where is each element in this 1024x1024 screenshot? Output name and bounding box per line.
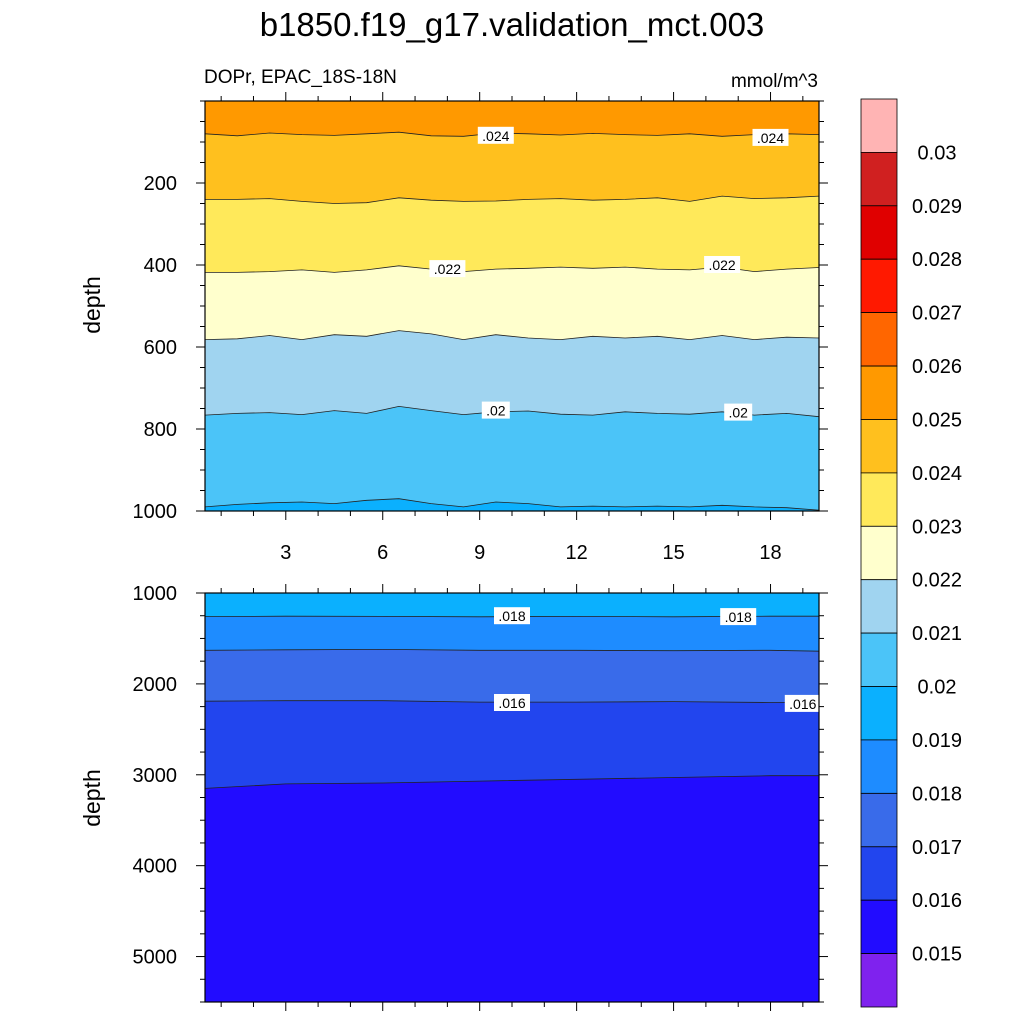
colorbar-swatch [860,365,898,420]
colorbar-label: 0.028 [912,249,962,271]
lower-contour-label-bg [720,608,757,626]
upper-contour-line [204,405,820,418]
upper-contour-line [204,498,820,511]
colorbar-label: 0.02 [918,677,957,699]
colorbar-swatch [860,472,898,527]
lower-y-tick-label: 1000 [133,583,178,605]
colorbar-label: 0.015 [912,944,962,966]
colorbar-swatch [860,419,898,474]
upper-contour-label: .022 [708,257,735,273]
upper-contour-line [204,330,820,341]
lower-contour-label: .016 [789,696,816,712]
upper-contour-label-bg [481,401,510,419]
colorbar-label: 0.027 [912,303,962,325]
lower-contour-line [204,648,820,652]
colorbar-label: 0.016 [912,890,962,912]
colorbar-label: 0.03 [918,142,957,164]
colorbar-swatch [860,739,898,794]
upper-band-5 [205,406,819,511]
upper-y-axis-label: depth [79,276,105,334]
lower-contour-label-bg [494,694,530,711]
upper-contour-label: .02 [728,405,748,421]
colorbar-label: 0.017 [912,837,962,859]
upper-x-tick-label: 15 [662,542,684,564]
lower-contour-line [204,775,819,789]
colorbar-swatch [860,312,898,367]
chart-title: b1850.f19_g17.validation_mct.003 [260,6,765,43]
lower-contour-label-bg [494,607,530,625]
lower-y-tick-label: 2000 [133,674,178,696]
colorbar-label: 0.023 [912,516,962,538]
upper-contour-label-bg [477,126,514,144]
upper-y-tick-label: 200 [144,173,177,195]
upper-contour-line [205,195,820,204]
upper-band-6 [205,498,819,511]
lower-band-4 [205,775,819,1002]
colorbar-label: 0.024 [912,463,962,485]
colorbar-label: 0.022 [912,570,962,592]
lower-band-2 [205,649,819,703]
upper-y-tick-label: 400 [144,255,177,277]
upper-x-tick-label: 18 [759,542,781,564]
colorbar-label: 0.019 [912,730,962,752]
lower-band-0 [205,593,819,617]
colorbar-swatch [860,953,898,1008]
upper-contour-label-bg [752,128,789,146]
colorbar-label: 0.021 [912,623,962,645]
colorbar-label: 0.026 [912,356,962,378]
upper-x-tick-label: 6 [377,542,388,564]
upper-contour-label-bg [724,403,753,421]
upper-band-1 [205,132,819,204]
colorbar-label: 0.018 [912,783,962,805]
colorbar-swatch [860,793,898,848]
lower-y-tick-label: 4000 [133,856,178,878]
upper-y-tick-label: 1000 [133,501,178,523]
colorbar-swatch [860,579,898,634]
lower-panel: .018 .018 .016 .016 1000 2000 3000 4000 5000 [133,583,828,1011]
colorbar: 0.015 0.016 0.017 0.018 0.019 0.02 0.021 0.022 0… [860,98,962,1008]
colorbar-swatch [860,899,898,955]
upper-contour-label: .022 [434,261,461,277]
colorbar-swatch [860,258,898,314]
lower-contour-label: .016 [498,695,525,711]
lower-contour-label: .018 [498,608,525,624]
colorbar-label: 0.025 [912,410,962,432]
lower-contour-label-bg [784,694,821,712]
subtitle-right: mmol/m^3 [731,71,818,92]
upper-band-2 [205,196,819,273]
lower-y-axis-label: depth [79,769,105,827]
lower-band-1 [205,616,819,652]
upper-band-0 [205,101,819,137]
upper-band-3 [205,265,819,340]
subtitle-left: DOPr, EPAC_18S-18N [204,67,397,88]
colorbar-swatch [860,151,898,207]
colorbar-label: 0.029 [912,196,962,218]
upper-band-4 [205,330,819,417]
upper-panel: .024 .024 .022 .022 .02 .02 3 6 9 12 15 18 200 400 600… [133,92,828,564]
upper-contour-label-bg [429,260,466,278]
lower-band-3 [205,700,819,789]
upper-contour-label-bg [704,256,741,273]
colorbar-swatch [860,846,898,901]
colorbar-swatch [860,686,898,741]
upper-y-tick-label: 600 [144,337,177,359]
upper-x-tick-label: 3 [280,542,291,564]
lower-y-tick-label: 5000 [133,947,178,969]
lower-contour-label: .018 [725,609,752,625]
colorbar-swatch [860,205,898,260]
upper-y-tick-label: 800 [144,419,177,441]
upper-contour-label: .02 [486,403,506,419]
colorbar-swatch [860,525,898,581]
colorbar-swatch [860,98,898,153]
upper-x-tick-label: 9 [474,542,485,564]
upper-contour-label: .024 [757,130,784,146]
lower-y-tick-label: 3000 [133,765,178,787]
upper-x-tick-label: 12 [565,542,587,564]
upper-contour-label: .024 [482,128,509,144]
colorbar-swatch [860,632,898,687]
